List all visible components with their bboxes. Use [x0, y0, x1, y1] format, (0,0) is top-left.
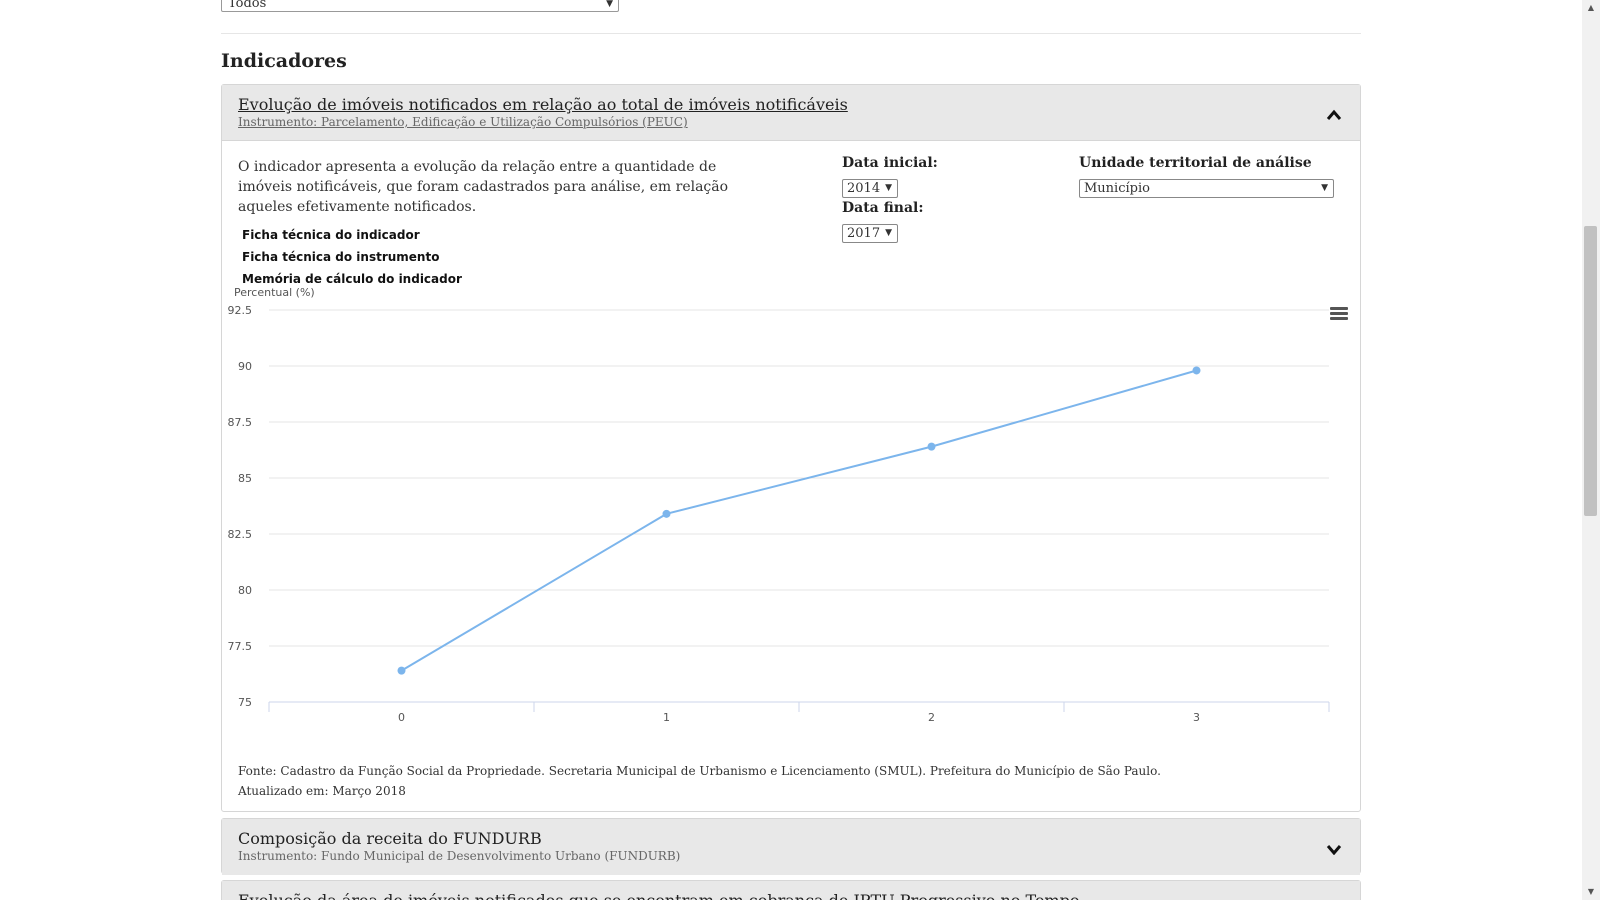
line-chart: Percentual (%) 75 77.5 80 82.5 85 87.5 90 92.5 0 1… — [228, 286, 1330, 724]
data-point — [662, 509, 671, 518]
indicator-header-3[interactable]: Evolução da área de imóveis notificados … — [222, 881, 1360, 900]
filter-select[interactable]: Todos ▼ — [221, 0, 619, 12]
scroll-up-icon[interactable]: ▲ — [1587, 3, 1595, 12]
filter-select-value: Todos — [228, 0, 267, 11]
indicator-panel-3: Evolução da área de imóveis notificados … — [221, 880, 1361, 900]
data-point — [927, 442, 936, 451]
date-end-label: Data final: — [842, 200, 924, 216]
indicator-title-1[interactable]: Evolução de imóveis notificados em relaç… — [238, 95, 848, 114]
date-end-value: 2017 — [847, 226, 881, 241]
dropdown-arrow-icon: ▼ — [1321, 183, 1328, 193]
data-point — [1192, 366, 1201, 375]
y-axis-title: Percentual (%) — [234, 286, 315, 299]
updated-text: Atualizado em: Março 2018 — [238, 784, 406, 798]
divider — [221, 33, 1361, 34]
indicator-header-2[interactable]: Composição da receita do FUNDURB Instrum… — [222, 819, 1360, 875]
x-tick-label: 1 — [663, 711, 670, 724]
x-tick-label: 0 — [398, 711, 405, 724]
indicator-instrument-2: Instrumento: Fundo Municipal de Desenvol… — [238, 849, 681, 863]
indicator-panel-1: Evolução de imóveis notificados em relaç… — [221, 84, 1361, 812]
chevron-down-icon[interactable] — [1326, 843, 1342, 855]
section-title: Indicadores — [221, 50, 347, 72]
y-tick-label: 80 — [238, 584, 252, 597]
y-tick-label: 75 — [238, 696, 252, 709]
data-point — [397, 666, 406, 675]
date-end-select[interactable]: 2017 ▼ — [842, 224, 898, 243]
x-tick-label: 2 — [928, 711, 935, 724]
scrollbar-thumb[interactable] — [1584, 226, 1597, 516]
x-tick-label: 3 — [1193, 711, 1200, 724]
y-tick-label: 77.5 — [228, 640, 253, 653]
date-start-label: Data inicial: — [842, 155, 938, 171]
chevron-up-icon[interactable] — [1326, 109, 1342, 121]
indicator-title-2[interactable]: Composição da receita do FUNDURB — [238, 829, 542, 848]
y-tick-label: 85 — [238, 472, 252, 485]
scroll-down-icon[interactable]: ▼ — [1587, 887, 1595, 896]
date-start-value: 2014 — [847, 181, 881, 196]
link-memoria-calculo[interactable]: Memória de cálculo do indicador — [242, 272, 462, 286]
indicator-header-1[interactable]: Evolução de imóveis notificados em relaç… — [222, 85, 1360, 141]
indicator-panel-2: Composição da receita do FUNDURB Instrum… — [221, 818, 1361, 875]
hamburger-menu-icon[interactable] — [1330, 307, 1348, 321]
y-tick-label: 82.5 — [228, 528, 253, 541]
indicator-links: Ficha técnica do indicador Ficha técnica… — [242, 227, 462, 293]
source-text: Fonte: Cadastro da Função Social da Prop… — [238, 764, 1161, 778]
data-source: Fonte: Cadastro da Função Social da Prop… — [238, 761, 1161, 801]
indicator-instrument-1[interactable]: Instrumento: Parcelamento, Edificação e … — [238, 115, 688, 129]
y-tick-label: 90 — [238, 360, 252, 373]
territorial-unit-select[interactable]: Município ▼ — [1079, 179, 1334, 198]
link-ficha-instrumento[interactable]: Ficha técnica do instrumento — [242, 250, 440, 264]
link-ficha-indicador[interactable]: Ficha técnica do indicador — [242, 228, 420, 242]
y-tick-label: 87.5 — [228, 416, 253, 429]
indicator-description: O indicador apresenta a evolução da rela… — [238, 159, 729, 215]
y-tick-label: 92.5 — [228, 304, 253, 317]
vertical-scrollbar[interactable]: ▲ ▼ — [1582, 0, 1600, 900]
series-line — [400, 369, 1197, 672]
indicator-title-3[interactable]: Evolução da área de imóveis notificados … — [238, 891, 1344, 900]
dropdown-arrow-icon: ▼ — [885, 228, 892, 238]
dropdown-arrow-icon: ▼ — [885, 183, 892, 193]
territorial-unit-label: Unidade territorial de análise — [1079, 155, 1312, 171]
territorial-unit-value: Município — [1084, 181, 1150, 196]
date-start-select[interactable]: 2014 ▼ — [842, 179, 898, 198]
dropdown-arrow-icon: ▼ — [606, 0, 613, 9]
